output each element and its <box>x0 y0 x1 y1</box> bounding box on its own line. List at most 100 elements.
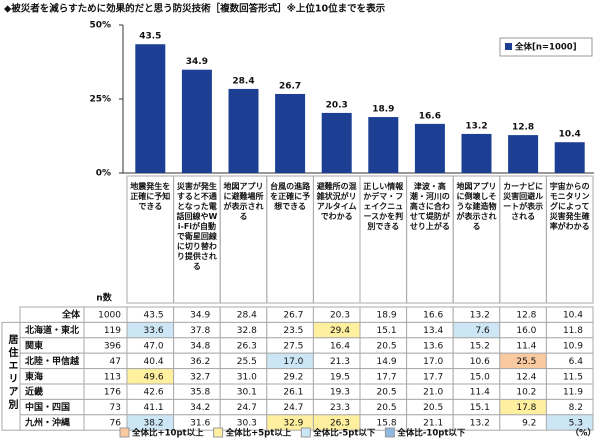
cell-value: 23.3 <box>330 403 350 413</box>
cell-value: 38.2 <box>144 419 164 429</box>
row-n: 1000 <box>98 311 121 321</box>
group-cell <box>1 321 21 431</box>
legend-swatch <box>213 427 224 438</box>
x-tick-label: 災害が発生すると不通となった電話回線やWi-Fiが自動で衛星回線に切り替わり提供… <box>176 182 218 271</box>
cell-value: 21.1 <box>423 419 443 429</box>
x-tick-label: 地図アプリに倒壊しそうな建造物が表示される <box>456 182 497 231</box>
value-label: 18.9 <box>372 105 394 115</box>
cell-value: 41.1 <box>144 403 164 413</box>
legend-swatch <box>300 427 311 438</box>
y-tick-label: 0% <box>96 169 111 179</box>
cell-value: 29.2 <box>283 372 303 382</box>
row-label: 北陸・甲信越 <box>25 355 80 367</box>
cell-value: 36.2 <box>190 357 210 367</box>
legend-frame <box>499 37 593 57</box>
cell-value: 17.0 <box>283 357 303 367</box>
cell-value: 30.3 <box>237 419 257 429</box>
cell-value: 9.2 <box>522 419 536 429</box>
legend-label: 全体比-10pt以下 <box>396 428 466 439</box>
x-tick-label: 津波・高潮・河川の高さに合わせて堤防がせり上がる <box>409 182 450 231</box>
bar <box>461 133 492 173</box>
bar <box>275 93 306 173</box>
cell-value: 10.9 <box>563 342 583 352</box>
cell-value: 16.6 <box>423 311 443 321</box>
row-label: 全体 <box>61 309 81 321</box>
cell-value: 12.8 <box>516 311 536 321</box>
cell-value: 16.0 <box>516 326 536 336</box>
y-tick-label: 25% <box>89 95 111 105</box>
value-label: 26.7 <box>279 81 301 91</box>
bar <box>321 112 352 173</box>
x-tick-label: カーナビに災害回避ルートが表示される <box>503 182 544 221</box>
cell-value: 26.3 <box>237 342 257 352</box>
bar <box>554 142 585 173</box>
bar <box>228 88 259 173</box>
row-n: 176 <box>104 388 121 398</box>
x-tick-label: 地図アプリに避難場所が表示される <box>223 182 264 221</box>
row-label: 北海道・東北 <box>25 324 79 336</box>
cell-value: 32.9 <box>283 419 303 429</box>
cell-value: 11.9 <box>563 388 583 398</box>
cell <box>545 414 594 431</box>
bar <box>181 69 212 173</box>
cell-value: 27.5 <box>283 342 303 352</box>
x-tick-label: 避難所の混雑状況がリアルタイムでわかる <box>316 182 357 221</box>
cell-value: 18.9 <box>377 311 397 321</box>
cell-value: 34.2 <box>190 403 210 413</box>
cell-value: 21.3 <box>330 357 350 367</box>
cell-value: 20.5 <box>377 403 397 413</box>
bar <box>368 117 399 173</box>
cell-value: 24.7 <box>283 403 303 413</box>
unit-label: （%） <box>570 428 596 439</box>
cell-value: 21.0 <box>423 388 443 398</box>
row-label: 中国・四国 <box>25 401 70 413</box>
row-n: 73 <box>110 403 121 413</box>
cell-value: 35.8 <box>190 388 210 398</box>
cell-value: 13.2 <box>470 419 490 429</box>
legend-label: 全体比+10pt以上 <box>131 428 204 439</box>
cell-value: 31.6 <box>190 419 210 429</box>
cell-value: 15.1 <box>377 326 397 336</box>
row-n: 119 <box>104 326 121 336</box>
cell-value: 11.4 <box>516 342 536 352</box>
legend-label: 全体[n=1000] <box>514 42 577 53</box>
bar <box>508 135 539 173</box>
row-label: 九州・沖縄 <box>24 417 70 429</box>
x-tick-label: 宇宙からのモニタリングによって災害発生確率がわかる <box>549 182 590 231</box>
cell-value: 11.4 <box>470 388 490 398</box>
cell-value: 15.2 <box>470 342 490 352</box>
value-label: 28.4 <box>232 76 254 86</box>
x-tick-label: 地震発生を正確に予知できる <box>130 182 171 211</box>
value-label: 20.3 <box>326 100 348 110</box>
row-n: 396 <box>104 342 121 352</box>
y-tick-label: 50% <box>89 21 111 31</box>
cell-value: 13.6 <box>423 342 443 352</box>
cell-value: 23.5 <box>283 326 303 336</box>
cell-value: 26.1 <box>283 388 303 398</box>
x-tick-label: 台風の進路を正確に予想できる <box>270 182 311 211</box>
row-label: 関東 <box>25 340 43 352</box>
cell-value: 25.5 <box>237 357 257 367</box>
cell-value: 10.4 <box>563 311 583 321</box>
cell-value: 17.8 <box>516 403 536 413</box>
row-label: 東海 <box>25 370 43 382</box>
cell-value: 11.5 <box>563 372 583 382</box>
legend-swatch <box>505 43 512 50</box>
cell-value: 25.5 <box>516 357 536 367</box>
cell-value: 10.2 <box>516 388 536 398</box>
cell-value: 19.3 <box>330 388 350 398</box>
cell-value: 26.7 <box>283 311 303 321</box>
cell-value: 8.2 <box>569 403 583 413</box>
value-label: 12.8 <box>512 123 534 133</box>
category-box <box>545 175 594 304</box>
value-label: 10.4 <box>559 130 581 140</box>
cell-value: 49.6 <box>144 372 164 382</box>
value-label: 43.5 <box>139 32 161 42</box>
bar <box>414 123 445 173</box>
cell-value: 19.5 <box>330 372 350 382</box>
cell-value: 24.7 <box>237 403 257 413</box>
cell-value: 28.4 <box>237 311 257 321</box>
legend-swatch <box>384 427 395 438</box>
cell-value: 7.6 <box>475 326 490 336</box>
